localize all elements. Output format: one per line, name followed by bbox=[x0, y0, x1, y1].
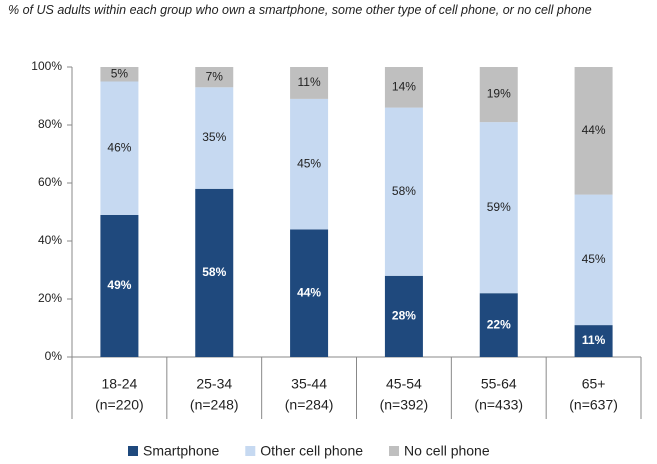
legend-swatch bbox=[389, 446, 400, 456]
bar-segment bbox=[384, 107, 423, 276]
legend-label: Smartphone bbox=[143, 443, 219, 459]
data-label: 46% bbox=[107, 140, 131, 154]
x-tick-label: 35-44 bbox=[291, 376, 327, 392]
y-tick-label: 100% bbox=[31, 59, 62, 73]
legend-label: Other cell phone bbox=[260, 443, 363, 459]
x-tick-label: (n=433) bbox=[474, 397, 523, 413]
bar-segment bbox=[384, 275, 423, 357]
data-label: 5% bbox=[111, 66, 129, 80]
bar-segment bbox=[574, 194, 613, 326]
legend-swatch bbox=[128, 446, 138, 456]
data-label: 45% bbox=[582, 252, 606, 266]
x-tick-label: 25-34 bbox=[196, 376, 232, 392]
data-label: 44% bbox=[297, 285, 321, 299]
bar-segment bbox=[479, 293, 518, 357]
bar-segment bbox=[384, 67, 423, 108]
data-label: 11% bbox=[582, 333, 606, 347]
x-tick-label: (n=392) bbox=[380, 397, 429, 413]
data-label: 11% bbox=[298, 75, 321, 89]
y-tick-label: 60% bbox=[38, 175, 62, 189]
x-tick-label: (n=284) bbox=[285, 397, 334, 413]
bar-segment bbox=[100, 67, 139, 82]
y-tick-label: 0% bbox=[45, 349, 63, 363]
data-label: 35% bbox=[202, 130, 226, 144]
bar-segment bbox=[195, 67, 234, 88]
chart-title: % of US adults within each group who own… bbox=[8, 3, 592, 17]
legend-label: No cell phone bbox=[404, 443, 490, 459]
bar-segment bbox=[479, 67, 518, 123]
bar-segment bbox=[574, 325, 613, 357]
x-tick-label: (n=220) bbox=[95, 397, 144, 413]
data-label: 44% bbox=[582, 123, 606, 137]
y-tick-label: 80% bbox=[38, 117, 62, 131]
bar-segment bbox=[479, 122, 518, 294]
data-label: 58% bbox=[392, 184, 416, 198]
data-label: 22% bbox=[487, 317, 511, 331]
data-label: 45% bbox=[297, 156, 321, 170]
data-label: 14% bbox=[392, 79, 416, 93]
x-tick-label: (n=637) bbox=[569, 397, 618, 413]
data-label: 59% bbox=[487, 200, 511, 214]
bar-segment bbox=[574, 67, 613, 195]
y-tick-label: 40% bbox=[38, 233, 62, 247]
x-tick-label: 65+ bbox=[582, 376, 606, 392]
data-label: 28% bbox=[392, 309, 416, 323]
data-label: 7% bbox=[206, 69, 224, 83]
bar-segment bbox=[100, 214, 139, 357]
bar-segment bbox=[290, 229, 329, 357]
bar-segment bbox=[195, 188, 234, 357]
legend-swatch bbox=[245, 446, 256, 456]
bar-segment bbox=[195, 87, 234, 189]
bar-segment bbox=[290, 98, 329, 230]
x-tick-label: 55-64 bbox=[481, 376, 517, 392]
data-label: 19% bbox=[487, 87, 511, 101]
y-tick-label: 20% bbox=[38, 291, 62, 305]
data-label: 58% bbox=[202, 265, 226, 279]
data-label: 49% bbox=[107, 278, 131, 292]
x-tick-label: (n=248) bbox=[190, 397, 239, 413]
bar-segment bbox=[290, 67, 329, 99]
x-tick-label: 45-54 bbox=[386, 376, 422, 392]
x-tick-label: 18-24 bbox=[102, 376, 138, 392]
bar-segment bbox=[100, 81, 139, 215]
